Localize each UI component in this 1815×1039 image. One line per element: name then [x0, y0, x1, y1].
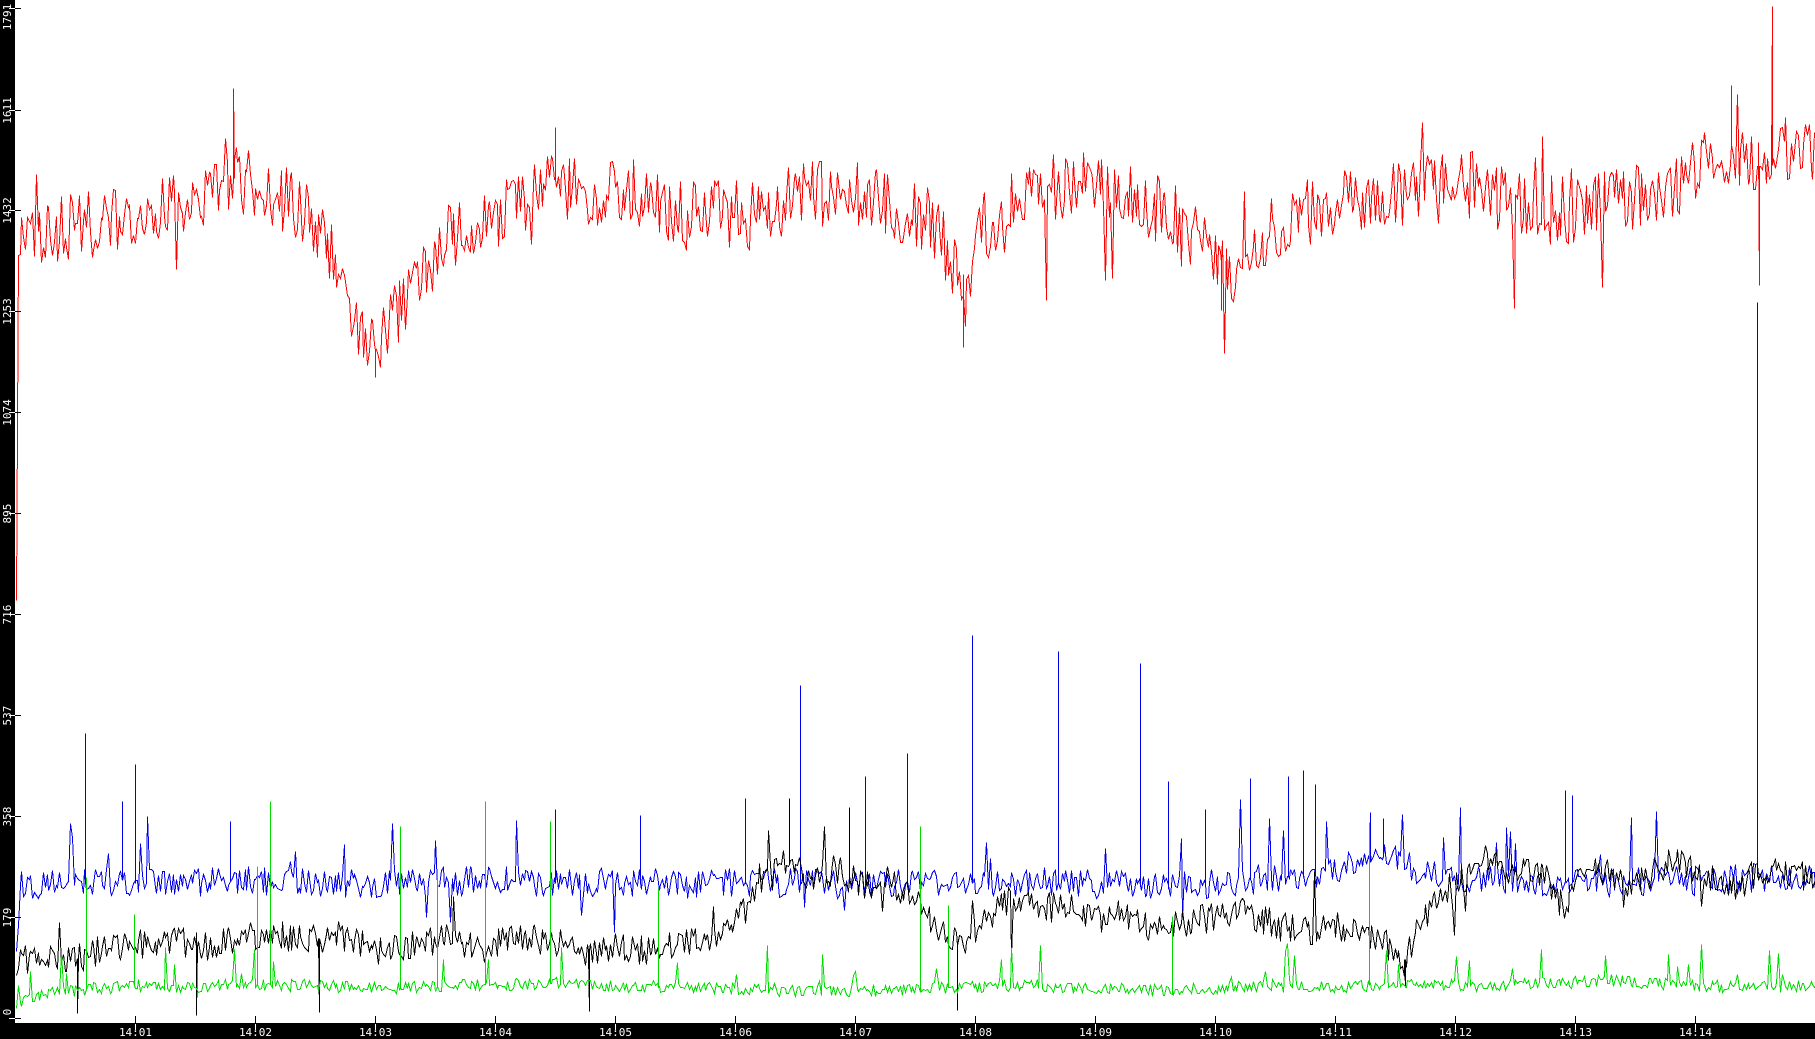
x-tick-label: 14:11: [1319, 1026, 1352, 1039]
x-tick-label: 14:01: [119, 1026, 152, 1039]
y-tick-label: 1253: [1, 298, 14, 325]
x-tick-label: 14:02: [239, 1026, 272, 1039]
y-tick-label: 179: [1, 908, 14, 928]
y-axis-bar: [0, 0, 15, 1039]
blue-series-line: [16, 302, 1815, 952]
x-tick-label: 14:13: [1559, 1026, 1592, 1039]
x-tick-label: 14:06: [719, 1026, 752, 1039]
y-tick-label: 716: [1, 605, 14, 625]
x-tick-label: 14:03: [359, 1026, 392, 1039]
x-tick-label: 14:05: [599, 1026, 632, 1039]
x-tick-label: 14:14: [1679, 1026, 1712, 1039]
red-series-line: [16, 6, 1815, 601]
y-tick-label: 537: [1, 706, 14, 726]
x-tick-label: 14:12: [1439, 1026, 1472, 1039]
y-tick-label: 1074: [1, 399, 14, 426]
x-tick-label: 14:10: [1199, 1026, 1232, 1039]
y-tick-label: 1432: [1, 197, 14, 224]
y-tick-label: 0: [1, 1009, 14, 1016]
y-tick-label: 1791: [1, 4, 14, 31]
x-axis-bar: [0, 1023, 1815, 1039]
y-tick-label: 895: [1, 504, 14, 524]
x-tick-label: 14:07: [839, 1026, 872, 1039]
black-series-line: [16, 798, 1815, 1016]
green-series-line: [16, 801, 1815, 1009]
x-tick-label: 14:08: [959, 1026, 992, 1039]
x-tick-label: 14:09: [1079, 1026, 1112, 1039]
y-tick-label: 1611: [1, 97, 14, 124]
x-tick-label: 14:04: [479, 1026, 512, 1039]
y-tick-label: 358: [1, 807, 14, 827]
